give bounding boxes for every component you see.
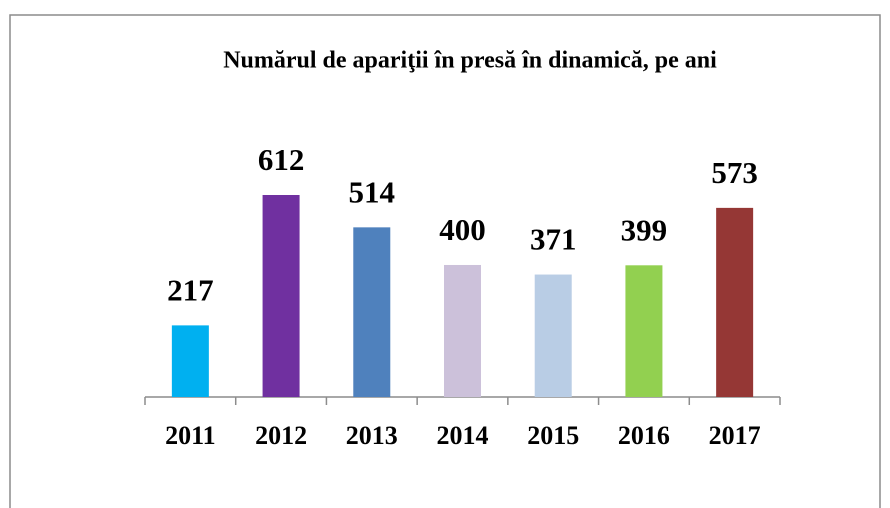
chart-title: Numărul de apariţii în presă în dinamică…	[223, 48, 717, 74]
value-label: 399	[621, 212, 668, 247]
x-tick-label: 2012	[255, 421, 307, 450]
value-label: 217	[167, 272, 214, 307]
x-tick-label: 2015	[527, 421, 579, 450]
bar	[625, 265, 663, 397]
bar	[262, 195, 300, 397]
bar	[716, 207, 754, 397]
chart-frame	[9, 14, 881, 508]
x-tick-label: 2013	[346, 421, 398, 450]
value-label: 514	[349, 174, 396, 209]
x-tick-label: 2016	[618, 421, 670, 450]
value-label: 400	[439, 212, 486, 247]
bar	[171, 325, 209, 397]
x-tick-label: 2011	[165, 421, 216, 450]
bar	[353, 227, 391, 397]
value-label: 612	[258, 142, 305, 177]
x-tick-label: 2017	[709, 421, 761, 450]
bar	[534, 274, 572, 397]
x-tick-label: 2014	[437, 421, 489, 450]
value-label: 371	[530, 222, 577, 257]
bar	[444, 264, 481, 397]
value-label: 573	[711, 155, 758, 190]
